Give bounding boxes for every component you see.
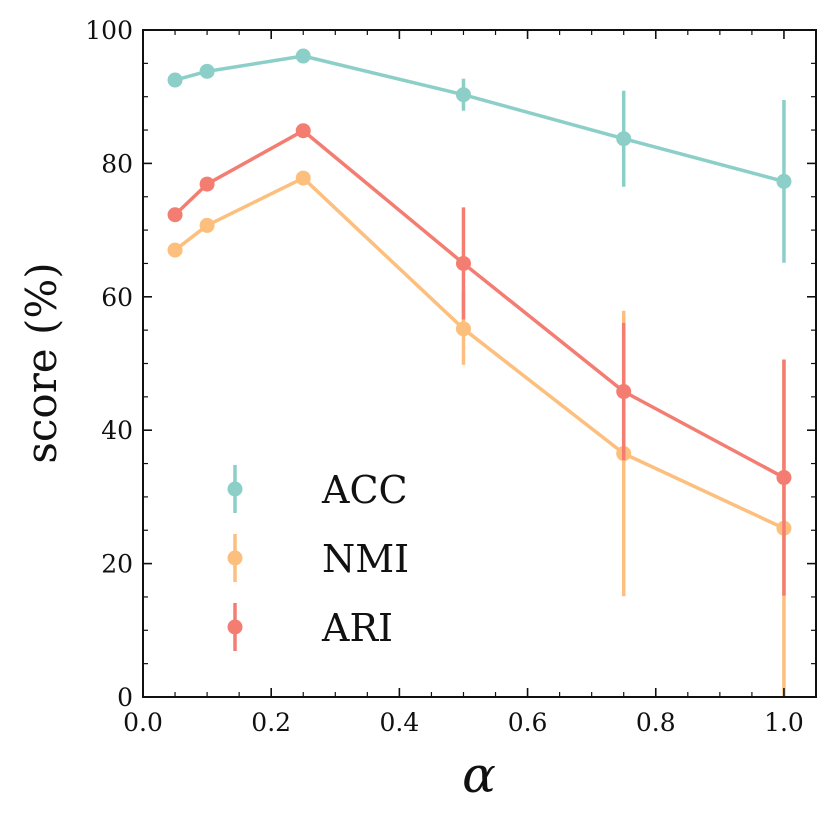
legend-label: NMI (322, 537, 409, 581)
legend-item-acc: ACC (227, 465, 408, 513)
legend-marker (227, 619, 243, 635)
y-tick-label: 20 (101, 550, 133, 579)
nmi-line (173, 176, 785, 530)
ticks-layer: 0.0 0.2 0.4 0.6 0.8 1.0 0 20 40 60 80 100 (85, 16, 816, 737)
nmi-point (199, 217, 215, 233)
nmi-point (295, 170, 311, 186)
x-tick-label: 1.0 (764, 708, 804, 737)
y-tick-label: 80 (101, 149, 133, 178)
ari-point (455, 255, 471, 271)
ari-point (295, 123, 311, 139)
legend-label: ARI (321, 606, 393, 650)
acc-line (174, 54, 785, 184)
legend-item-nmi: NMI (227, 534, 409, 582)
legend-marker (227, 550, 243, 566)
y-tick-label: 40 (101, 416, 133, 445)
x-tick-label: 0.6 (508, 708, 548, 737)
plot-frame (142, 29, 817, 698)
acc-point (295, 48, 311, 64)
y-tick-label: 60 (101, 283, 133, 312)
ari-point (776, 470, 792, 486)
x-tick-label: 0.2 (251, 708, 291, 737)
ari-line (173, 128, 785, 480)
series-layer (167, 48, 792, 697)
x-axis-title: α (462, 746, 496, 804)
series-acc (167, 48, 792, 263)
ari-point (167, 207, 183, 223)
acc-point (776, 173, 792, 189)
x-tick-label: 0.0 (123, 708, 163, 737)
legend-label: ACC (321, 468, 408, 512)
y-tick-label: 0 (117, 683, 133, 712)
nmi-point (455, 321, 471, 337)
ari-point (199, 176, 215, 192)
acc-point (455, 87, 471, 103)
series-nmi (167, 170, 792, 697)
acc-point (199, 63, 215, 79)
acc-point (616, 131, 632, 147)
x-tick-label: 0.8 (636, 708, 676, 737)
y-axis-title: score (%) (17, 262, 66, 463)
y-tick-label: 100 (85, 16, 133, 45)
acc-point (167, 72, 183, 88)
legend-marker (227, 481, 243, 497)
legend-item-ari: ARI (227, 603, 393, 651)
nmi-point (167, 242, 183, 258)
ari-point (616, 384, 632, 400)
series-ari (167, 123, 792, 596)
legend: ACC NMI ARI (227, 465, 409, 651)
x-tick-label: 0.4 (379, 708, 419, 737)
